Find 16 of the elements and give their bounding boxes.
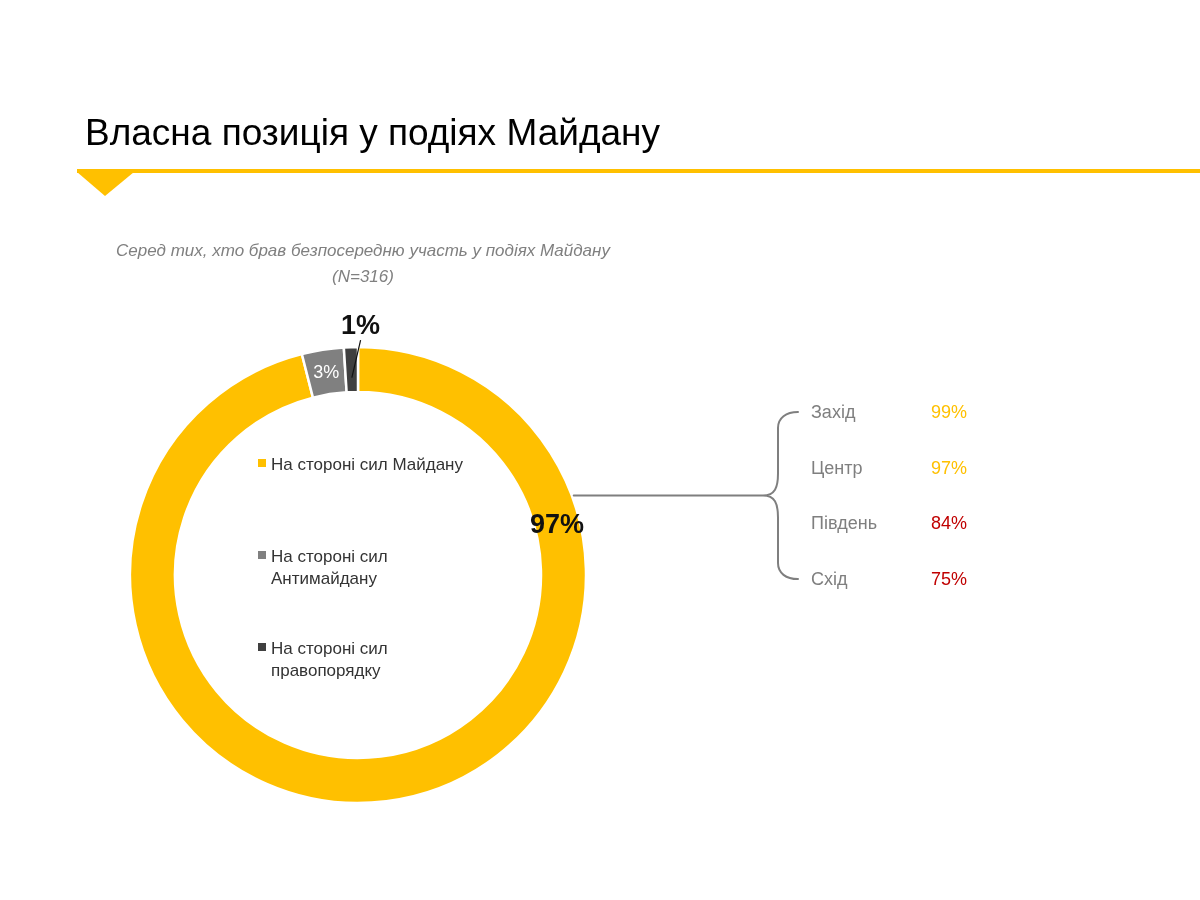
chart-subtitle: Серед тих, хто брав безпосередню участь у подіях Майдану (N=316) bbox=[116, 241, 612, 286]
category-label: Центр bbox=[811, 457, 863, 478]
donut-slice bbox=[128, 345, 588, 804]
category-label: Південь bbox=[811, 513, 878, 534]
data-label: 97% bbox=[931, 457, 968, 478]
category-label: Захід bbox=[811, 402, 856, 422]
data-label: 99% bbox=[931, 402, 968, 422]
category-label: Схід bbox=[811, 569, 848, 590]
legend-label: На стороні сил Антимайдану bbox=[271, 547, 388, 588]
data-label: 75% bbox=[931, 569, 968, 590]
data-label: 1% bbox=[341, 309, 381, 340]
data-label: 84% bbox=[931, 513, 968, 534]
data-label: 3% bbox=[313, 362, 340, 383]
chart-title: Власна позиція у подіях Майдану bbox=[85, 112, 661, 153]
legend-label: На стороні сил Майдану bbox=[271, 455, 464, 474]
legend-label: На стороні сил правопорядку bbox=[271, 639, 388, 680]
